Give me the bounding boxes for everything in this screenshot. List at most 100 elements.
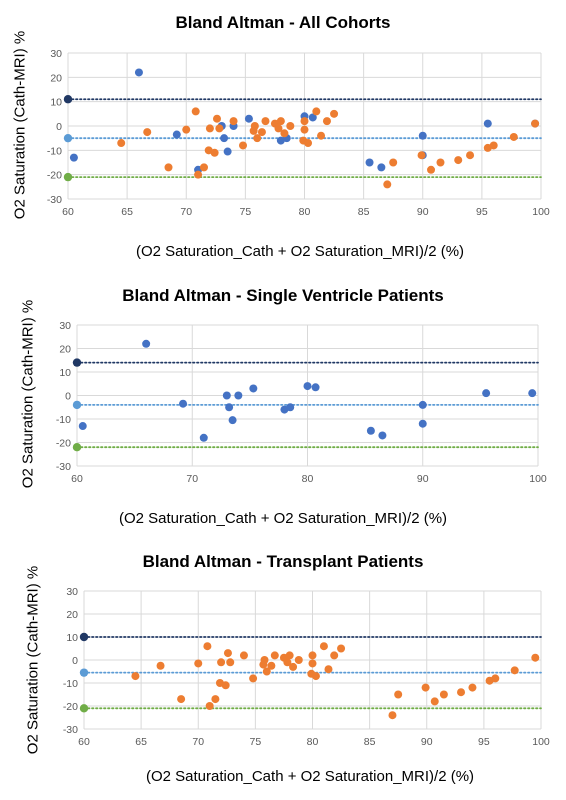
data-point-all-cohorts [304,139,313,148]
data-point-all-cohorts [199,163,208,172]
x-tick-label-single-ventricle: 70 [186,473,198,485]
data-point-all-cohorts [164,163,173,172]
data-point-transplant [308,651,317,660]
y-tick-label-single-ventricle: 20 [59,344,71,356]
y-tick-label-single-ventricle: 0 [65,391,71,403]
data-point-all-cohorts [250,122,259,130]
x-tick-label-all-cohorts: 70 [180,206,192,218]
data-point-transplant [510,666,519,675]
x-tick-label-single-ventricle: 100 [529,473,547,485]
data-point-all-cohorts [383,180,392,189]
data-point-all-cohorts [312,107,321,116]
data-point-transplant [468,683,477,692]
x-tick-label-transplant: 80 [307,736,319,748]
data-point-transplant [283,658,292,667]
x-tick-label-transplant: 95 [478,736,490,748]
upper-reference-marker-single-ventricle [72,358,82,367]
data-point-all-cohorts [454,156,463,165]
data-point-transplant [394,690,403,699]
data-point-transplant [223,649,232,658]
data-point-transplant [156,661,165,670]
x-tick-label-all-cohorts: 100 [532,206,550,218]
data-point-all-cohorts [389,158,398,167]
data-point-transplant [270,651,279,660]
data-point-single-ventricle [249,384,258,393]
data-point-all-cohorts [466,151,475,160]
data-point-all-cohorts [191,107,200,116]
data-point-all-cohorts [330,109,339,118]
data-point-all-cohorts [436,158,445,167]
data-point-single-ventricle [234,391,243,400]
y-tick-label-all-cohorts: -30 [47,194,62,206]
data-point-all-cohorts [215,124,224,133]
data-point-all-cohorts [212,114,221,123]
y-tick-label-all-cohorts: -20 [47,170,62,182]
data-point-transplant [205,702,214,710]
chart-title-all-cohorts: Bland Altman - All Cohorts [175,13,391,32]
data-point-all-cohorts [489,141,498,150]
data-point-transplant [531,653,540,662]
data-point-all-cohorts [69,153,78,162]
data-point-all-cohorts [239,141,248,150]
lower-reference-marker-all-cohorts [63,172,73,182]
data-point-transplant [217,658,226,667]
y-tick-label-transplant: 0 [72,655,78,667]
y-tick-label-all-cohorts: 30 [50,48,62,60]
data-point-transplant [324,665,333,674]
data-point-all-cohorts [274,124,283,133]
data-point-single-ventricle [142,339,151,348]
data-point-all-cohorts [483,119,492,128]
data-point-transplant [203,642,212,651]
data-point-all-cohorts [308,113,317,122]
data-point-single-ventricle [225,403,234,412]
data-point-transplant [491,674,500,683]
y-tick-label-single-ventricle: 30 [59,320,71,332]
data-point-all-cohorts [365,158,374,167]
data-point-transplant [308,659,317,668]
data-point-single-ventricle [418,400,427,409]
data-point-all-cohorts [280,129,289,138]
data-point-single-ventricle [418,419,427,428]
data-point-all-cohorts [377,163,386,172]
data-point-transplant [330,651,339,660]
data-point-single-ventricle [366,426,375,435]
data-point-all-cohorts [300,117,309,126]
data-point-all-cohorts [322,117,331,126]
data-point-all-cohorts [172,130,181,139]
data-point-all-cohorts [253,134,262,143]
y-tick-label-single-ventricle: -20 [56,438,71,450]
data-point-all-cohorts [276,117,285,126]
y-tick-label-transplant: -10 [63,678,78,690]
data-point-transplant [319,642,328,651]
data-point-transplant [131,672,140,681]
x-tick-label-all-cohorts: 75 [240,206,252,218]
upper-reference-marker-all-cohorts [63,95,73,104]
data-point-transplant [226,658,235,667]
data-point-all-cohorts [117,139,126,148]
data-point-single-ventricle [303,382,312,391]
y-tick-label-transplant: 20 [66,609,78,621]
data-point-transplant [262,667,271,676]
data-point-transplant [289,662,298,671]
data-point-all-cohorts [229,117,238,126]
data-point-transplant [337,644,346,653]
data-point-all-cohorts [220,134,229,143]
data-point-transplant [285,651,294,660]
data-point-all-cohorts [205,124,214,133]
data-point-all-cohorts [210,148,219,157]
y-tick-label-all-cohorts: 10 [50,97,62,109]
data-point-all-cohorts [286,122,295,130]
mean-reference-marker-single-ventricle [72,400,82,410]
y-tick-label-all-cohorts: 0 [56,121,62,133]
data-point-all-cohorts [317,131,326,140]
x-tick-label-single-ventricle: 80 [302,473,314,485]
data-point-transplant [194,659,203,668]
x-tick-label-all-cohorts: 80 [299,206,311,218]
x-tick-label-transplant: 100 [532,736,550,748]
data-point-transplant [221,681,230,690]
lower-reference-marker-transplant [79,704,89,713]
y-tick-label-all-cohorts: 20 [50,72,62,84]
x-tick-label-all-cohorts: 60 [62,206,74,218]
data-point-all-cohorts [531,119,540,128]
data-point-single-ventricle [179,399,188,408]
